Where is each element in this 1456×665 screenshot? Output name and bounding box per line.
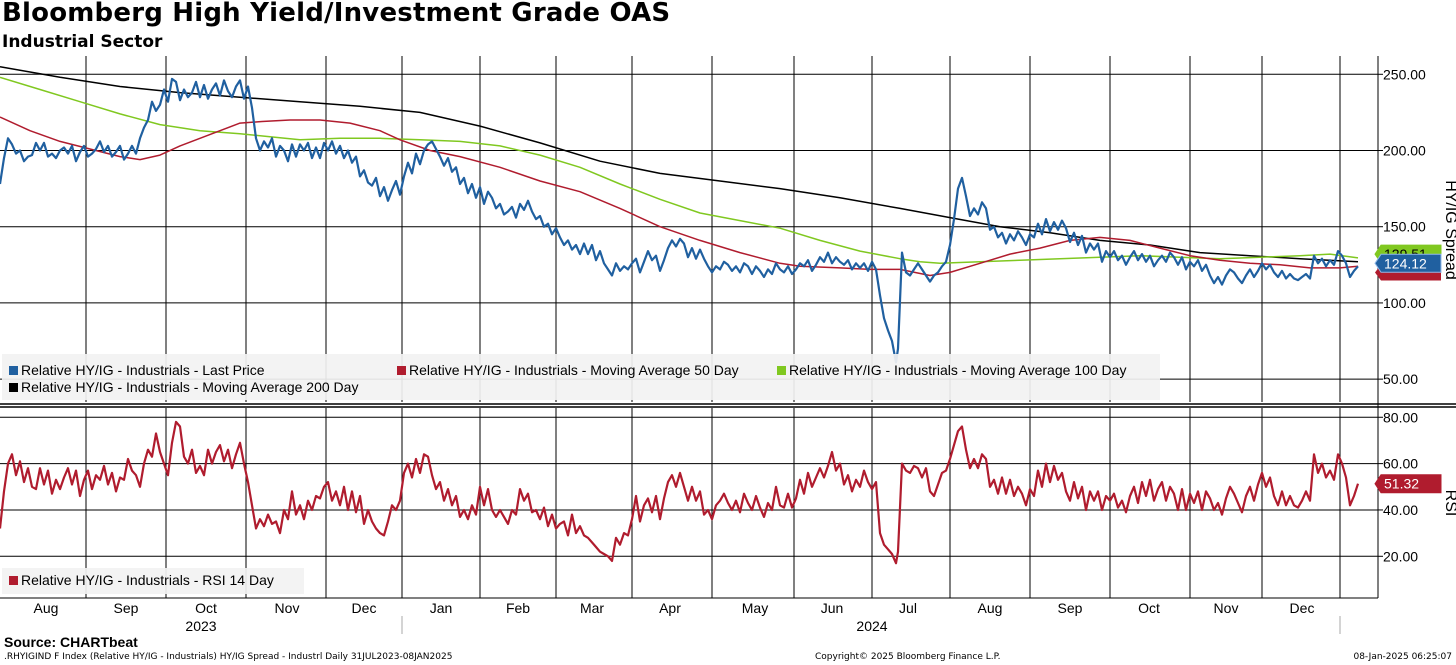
xtick-label-month: Jul: [899, 600, 917, 616]
series-ma100-line: [0, 76, 1359, 265]
xtick-label-month: Dec: [352, 600, 377, 616]
legend-box-price: [2, 354, 1160, 400]
last-value-price: 124.12: [1374, 253, 1442, 273]
xtick-label-month: Sep: [1058, 600, 1083, 616]
chart-title: Bloomberg High Yield/Investment Grade OA…: [2, 0, 671, 28]
xtick-label-month: Jan: [430, 600, 453, 616]
legend-box-rsi: [2, 568, 304, 594]
ytick-label-rsi: 40.00: [1383, 502, 1418, 518]
xtick-label-month: Oct: [1138, 600, 1160, 616]
ytick-label-price: 200.00: [1383, 143, 1426, 159]
xtick-label-month: May: [742, 600, 768, 616]
series-rsi-line: [0, 420, 1360, 565]
legend-layer: Relative HY/IG - Industrials - Last Pric…: [2, 354, 1160, 594]
ytick-label-rsi: 80.00: [1383, 409, 1418, 425]
legend-swatch: [9, 383, 18, 392]
chart-subtitle: Industrial Sector: [2, 32, 163, 52]
xtick-label-month: Sep: [114, 600, 139, 616]
series-last-price-line: [0, 77, 1359, 364]
ytick-label-rsi: 60.00: [1383, 456, 1418, 472]
last-value-rsi-text: 51.32: [1384, 476, 1419, 492]
grid: [0, 56, 1378, 598]
legend-item-label: Relative HY/IG - Industrials - Moving Av…: [21, 379, 358, 395]
legend-swatch: [397, 366, 406, 375]
legend-item-label: Relative HY/IG - Industrials - Moving Av…: [409, 362, 739, 378]
ylabel-rsi: RSI: [1442, 490, 1456, 517]
xtick-label-month: Mar: [580, 600, 604, 616]
xtick-label-month: Nov: [1214, 600, 1239, 616]
series-layer: [0, 65, 1360, 565]
last-value-price-text: 124.12: [1384, 255, 1427, 271]
xtick-label-month: Oct: [195, 600, 217, 616]
xtick-label-month: Apr: [659, 600, 681, 616]
xtick-label-month: Feb: [506, 600, 530, 616]
xtick-label-month: Jun: [821, 600, 844, 616]
timestamp: 08-Jan-2025 06:25:07: [1353, 652, 1452, 662]
legend-item-label: Relative HY/IG - Industrials - Moving Av…: [789, 362, 1126, 378]
last-value-price-bg: [1374, 253, 1442, 273]
legend-item-label: Relative HY/IG - Industrials - RSI 14 Da…: [21, 572, 274, 588]
xtick-label-month: Aug: [978, 600, 1003, 616]
last-value-rsi: 51.32: [1374, 474, 1442, 494]
ticker-line: .RHYIGIND F Index (Relative HY/IG - Indu…: [4, 652, 453, 662]
legend-item-label: Relative HY/IG - Industrials - Last Pric…: [21, 362, 265, 378]
year-label: 2024: [856, 618, 887, 634]
ytick-label-price: 250.00: [1383, 66, 1426, 82]
xtick-label-month: Dec: [1290, 600, 1315, 616]
ytick-label-price: 100.00: [1383, 295, 1426, 311]
ylabel-price: HY/IG Spread: [1442, 180, 1456, 280]
series-ma50-line: [0, 116, 1359, 277]
legend-swatch: [777, 366, 786, 375]
copyright: Copyright© 2025 Bloomberg Finance L.P.: [815, 652, 1001, 662]
axes-layer: 250.00 200.00 150.00 100.00 50.00 80.00 60.00 4…: [0, 56, 1456, 634]
legend-swatch: [9, 366, 18, 375]
xtick-label-month: Aug: [34, 600, 59, 616]
ytick-label-rsi: 20.00: [1383, 548, 1418, 564]
source-label: Source: CHARTbeat: [4, 634, 138, 650]
legend-swatch: [9, 576, 18, 585]
ytick-label-price: 50.00: [1383, 371, 1418, 387]
xtick-label-month: Nov: [275, 600, 300, 616]
ytick-label-price: 150.00: [1383, 219, 1426, 235]
year-label: 2023: [185, 618, 216, 634]
last-value-rsi-bg: [1374, 474, 1442, 494]
